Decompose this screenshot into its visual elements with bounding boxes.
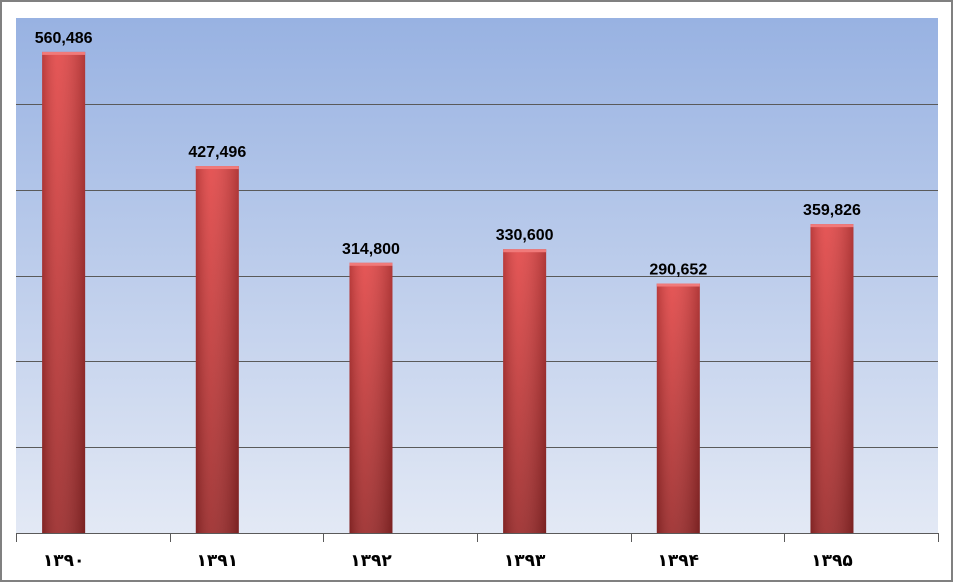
value-label: 330,600 — [496, 227, 554, 244]
bar-shade — [810, 224, 854, 533]
x-axis — [16, 533, 939, 542]
bar-top-edge — [810, 224, 854, 228]
bar-shade — [503, 249, 547, 534]
x-tick-label: ۱۳۹۰ — [43, 551, 85, 571]
value-label: 314,800 — [342, 241, 400, 258]
bar-top-edge — [656, 283, 700, 287]
bar-top-edge — [349, 262, 393, 266]
x-tick-label: ۱۳۹۴ — [658, 551, 700, 571]
x-tick-label: ۱۳۹۱ — [197, 551, 239, 571]
value-labels: 560,486 427,496 314,800 330,600 290,652 359,8… — [35, 30, 861, 279]
bar-top-edge — [195, 166, 239, 170]
gridlines — [16, 104, 938, 448]
x-tick-label: ۱۳۹۳ — [504, 551, 546, 571]
bar-shade — [349, 262, 393, 533]
bar-shade — [42, 51, 86, 533]
value-label: 560,486 — [35, 30, 93, 47]
bar-shade — [656, 283, 700, 533]
bar-shade — [195, 166, 239, 534]
value-label: 290,652 — [649, 262, 707, 279]
plot-area — [16, 18, 938, 533]
bar-top-edge — [42, 51, 86, 55]
value-label: 359,826 — [803, 202, 861, 219]
bars — [42, 51, 854, 534]
x-tick-labels: ۱۳۹۰ ۱۳۹۱ ۱۳۹۲ ۱۳۹۳ ۱۳۹۴ ۱۳۹۵ — [43, 551, 853, 571]
x-tick-label: ۱۳۹۲ — [350, 551, 392, 571]
bar-top-edge — [503, 249, 547, 253]
x-tick-label: ۱۳۹۵ — [811, 551, 853, 571]
value-label: 427,496 — [188, 144, 246, 161]
